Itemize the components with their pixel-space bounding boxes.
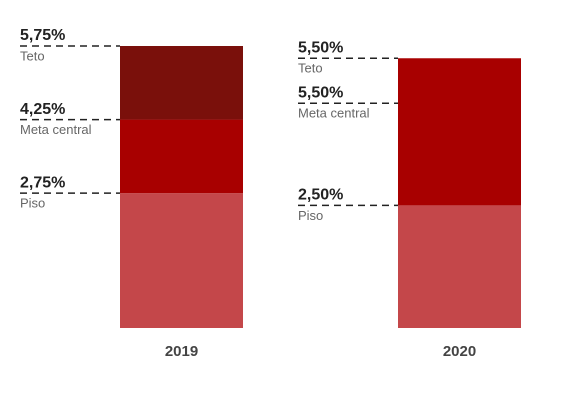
level-name: Piso <box>20 196 45 211</box>
value-label: 5,50% <box>298 84 343 101</box>
x-tick-label: 2019 <box>165 343 198 360</box>
bar-segment <box>398 58 521 206</box>
bar-segment <box>398 205 521 328</box>
bar-segment <box>120 46 243 120</box>
value-label: 2,50% <box>298 187 343 204</box>
bar-segment <box>120 193 243 328</box>
level-name: Teto <box>298 61 323 76</box>
level-name: Meta central <box>20 122 92 137</box>
value-label: 5,75% <box>20 27 65 44</box>
level-name: Meta central <box>298 106 370 121</box>
value-label: 5,50% <box>298 39 343 56</box>
x-tick-label: 2020 <box>443 343 476 360</box>
level-name: Teto <box>20 48 45 63</box>
value-label: 2,75% <box>20 174 65 191</box>
level-name: Piso <box>298 208 323 223</box>
value-label: 4,25% <box>20 101 65 118</box>
bar-segment <box>120 119 243 194</box>
